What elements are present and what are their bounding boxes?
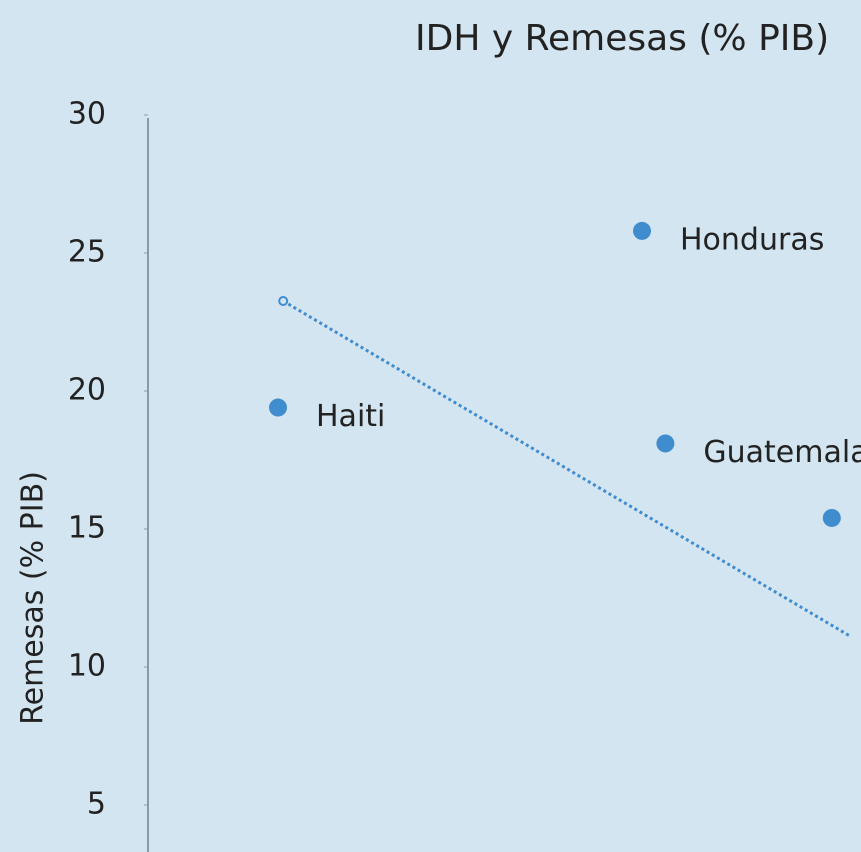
point-label: Guatemala [703,435,861,470]
point [656,434,675,453]
point-label: Haiti [316,399,385,434]
chart-title: IDH y Remesas (% PIB) [415,18,829,59]
trendline [282,299,851,638]
y-tick-label: 25 [68,235,106,270]
point [633,221,651,240]
y-tick-label: 20 [68,373,106,408]
point-label: Honduras [680,222,824,257]
y-tick-label: 5 [87,787,106,822]
y-tick-label: 10 [68,649,106,684]
y-axis-label: Remesas (% PIB) [16,471,51,725]
y-tick-label: 30 [68,97,106,132]
point [822,508,841,527]
y-tick-label: 15 [68,511,106,546]
trendline-start [278,296,289,307]
point [269,398,287,417]
